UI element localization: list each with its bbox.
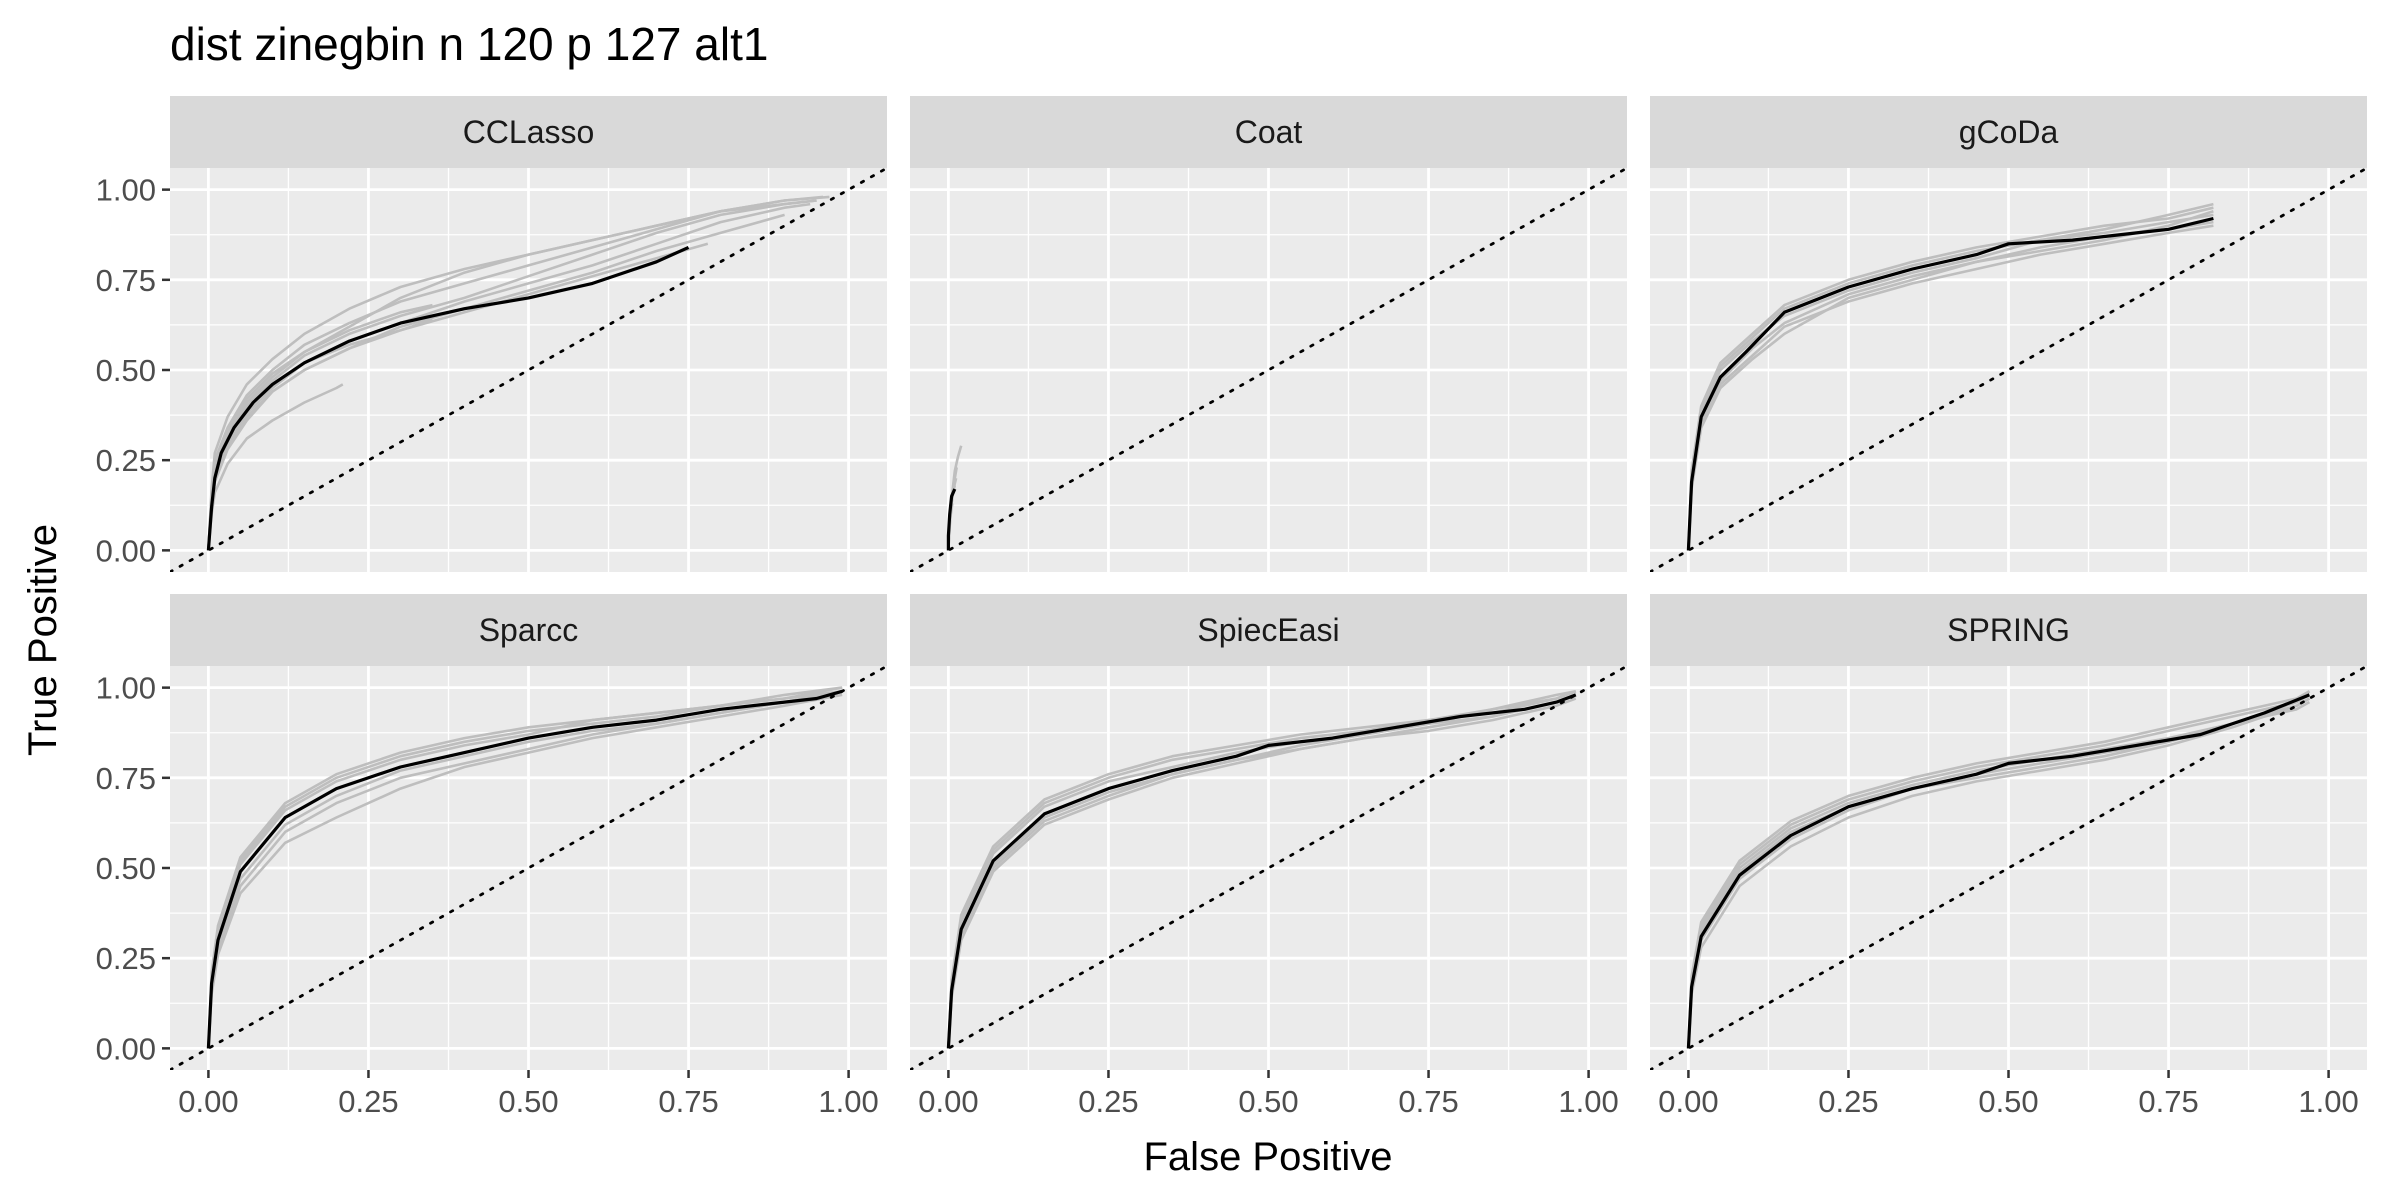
facet-strip — [910, 96, 1627, 168]
diagonal-reference-line — [170, 666, 887, 1070]
x-tick-label: 0.75 — [658, 1084, 718, 1119]
facet-strip-label: gCoDa — [1959, 114, 2059, 150]
chart-title: dist zinegbin n 120 p 127 alt1 — [170, 18, 768, 70]
facet-strip — [170, 594, 887, 666]
plot-area — [170, 168, 887, 572]
x-tick-label: 0.00 — [1658, 1084, 1718, 1119]
replicate-roc-curve — [1687, 206, 2214, 551]
x-tick-label: 0.50 — [498, 1084, 558, 1119]
replicate-roc-curve — [207, 693, 843, 1049]
y-tick-label: 0.00 — [96, 533, 156, 568]
facet-panel-coat: Coat — [910, 96, 1627, 572]
plot-area — [1650, 168, 2367, 572]
facet-panel-spieceasi: SpiecEasi 0.00 0.25 0.50 0.75 1.00 — [910, 594, 1627, 1119]
x-tick-label: 0.25 — [338, 1084, 398, 1119]
replicate-roc-curve — [947, 690, 1577, 1049]
replicate-roc-curve — [1687, 697, 2311, 1049]
x-tick-label: 1.00 — [818, 1084, 878, 1119]
replicate-roc-curve — [1687, 690, 2311, 1049]
y-axis-title: True Positive — [21, 524, 65, 756]
replicate-roc-curve — [207, 686, 843, 1049]
diagonal-reference-line — [910, 666, 1627, 1070]
facet-strip-label: SPRING — [1947, 612, 2070, 648]
mean-roc-curve — [1686, 693, 2310, 1049]
facet-panels: CCLasso 0.00 0.25 0.50 0.75 1.00 Coat gCoDa Spar… — [96, 96, 2367, 1119]
x-tick-label: 0.50 — [1978, 1084, 2038, 1119]
diagonal-reference-line — [170, 168, 887, 572]
mean-roc-curve — [946, 488, 957, 551]
diagonal-reference-line — [1650, 666, 2367, 1070]
plot-area — [910, 168, 1627, 572]
x-tick-label: 0.75 — [2138, 1084, 2198, 1119]
x-tick-label: 0.75 — [1398, 1084, 1458, 1119]
facet-strip — [910, 594, 1627, 666]
y-tick-label: 0.25 — [96, 443, 156, 478]
facet-strip — [1650, 594, 2367, 666]
facet-panel-cclasso: CCLasso 0.00 0.25 0.50 0.75 1.00 — [96, 96, 887, 572]
mean-roc-curve — [206, 245, 690, 551]
facet-strip — [1650, 96, 2367, 168]
x-tick-label: 1.00 — [1558, 1084, 1618, 1119]
x-tick-label: 0.25 — [1818, 1084, 1878, 1119]
x-tick-label: 0.50 — [1238, 1084, 1298, 1119]
facet-strip-label: Sparcc — [479, 612, 579, 648]
facet-strip-label: CCLasso — [463, 114, 595, 150]
replicate-roc-curve — [207, 199, 817, 551]
diagonal-reference-line — [910, 168, 1627, 572]
y-tick-label: 0.75 — [96, 263, 156, 298]
replicate-roc-curve — [1687, 213, 2214, 551]
plot-area — [170, 666, 887, 1070]
plot-area — [910, 666, 1627, 1070]
y-tick-label: 0.00 — [96, 1031, 156, 1066]
y-tick-label: 0.50 — [96, 353, 156, 388]
facet-panel-gcoda: gCoDa — [1650, 96, 2367, 572]
plot-area — [1650, 666, 2367, 1070]
y-tick-label: 0.75 — [96, 761, 156, 796]
y-tick-label: 0.50 — [96, 851, 156, 886]
x-tick-label: 0.00 — [178, 1084, 238, 1119]
facet-strip-label: SpiecEasi — [1197, 612, 1339, 648]
mean-roc-curve — [946, 693, 1577, 1049]
y-tick-label: 1.00 — [96, 173, 156, 208]
facet-strip-label: Coat — [1235, 114, 1303, 150]
x-tick-label: 1.00 — [2298, 1084, 2358, 1119]
y-tick-label: 0.25 — [96, 941, 156, 976]
x-tick-label: 0.00 — [918, 1084, 978, 1119]
x-tick-label: 0.25 — [1078, 1084, 1138, 1119]
facet-strip — [170, 96, 887, 168]
mean-roc-curve — [206, 689, 843, 1049]
replicate-roc-curve — [1687, 690, 2311, 1049]
diagonal-reference-line — [1650, 168, 2367, 572]
facet-panel-sparcc: Sparcc 0.00 0.25 0.50 0.75 1.00 0.00 0.25 0.50 0.… — [96, 594, 887, 1119]
x-axis-title: False Positive — [1144, 1135, 1393, 1179]
facet-panel-spring: SPRING 0.00 0.25 0.50 0.75 1.00 — [1650, 594, 2367, 1119]
y-tick-label: 1.00 — [96, 671, 156, 706]
mean-roc-curve — [1686, 216, 2214, 551]
